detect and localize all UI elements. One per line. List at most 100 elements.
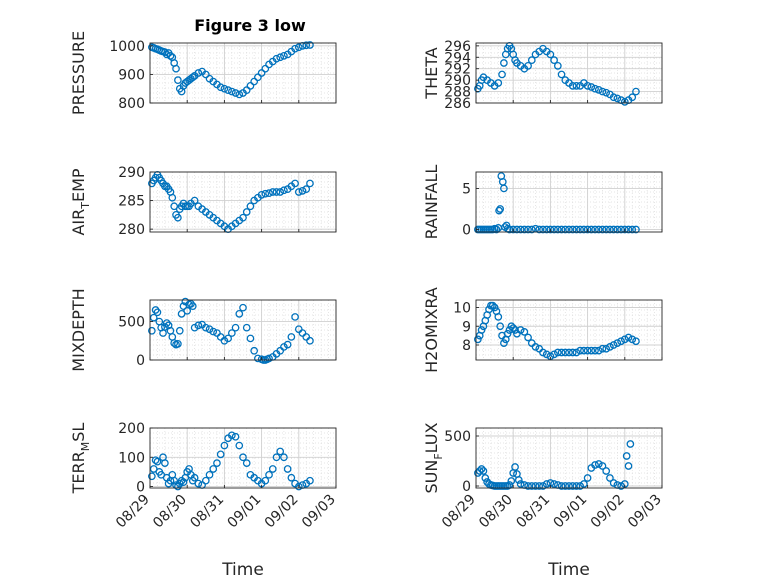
- y-label-main: SUN: [422, 460, 441, 494]
- figure-title: Figure 3 low: [194, 16, 306, 35]
- data-point: [546, 225, 555, 234]
- data-point: [591, 346, 599, 355]
- y-tick-label: 285: [118, 194, 145, 210]
- data-point: [283, 340, 292, 349]
- data-point: [188, 73, 197, 82]
- data-point: [294, 188, 303, 196]
- subplot-pressure: 800 900 1000 PRESSURE: [69, 31, 337, 115]
- data-point: [166, 52, 175, 60]
- data-point: [161, 48, 169, 56]
- data-point: [291, 179, 299, 188]
- data-point: [298, 187, 307, 195]
- y-tick-label: 0: [462, 479, 471, 495]
- x-tick-label: 08/30: [150, 492, 190, 532]
- x-tick-label: 09/01: [225, 492, 265, 532]
- data-point: [524, 62, 532, 70]
- data-point: [201, 476, 210, 485]
- subplot-mixdepth: 0 500 MIXDEPTH: [69, 288, 337, 372]
- data-point: [495, 206, 503, 215]
- data-point: [194, 321, 203, 330]
- data-point: [628, 335, 637, 344]
- data-point: [224, 334, 232, 343]
- data-point: [174, 213, 182, 222]
- x-tick-label: 08/29: [113, 492, 153, 532]
- axes-box: [149, 427, 337, 489]
- x-tick-label: 09/01: [551, 492, 591, 532]
- data-point: [583, 474, 592, 482]
- data-point: [188, 302, 197, 311]
- data-point: [557, 348, 566, 357]
- y-axis-label: PRESSURE: [69, 31, 88, 115]
- data-point: [542, 480, 551, 488]
- data-point: [557, 482, 566, 490]
- data-point: [594, 86, 603, 94]
- y-label-rest: LUX: [422, 422, 441, 453]
- data-point: [542, 225, 551, 234]
- y-tick-label: 0: [462, 223, 471, 239]
- data-point: [302, 41, 311, 50]
- data-point: [516, 225, 525, 234]
- data-point: [227, 87, 236, 96]
- y-tick-label: 500: [444, 429, 471, 445]
- data-point: [250, 346, 259, 355]
- data-point: [216, 83, 225, 92]
- data-point: [280, 52, 288, 60]
- data-point: [235, 309, 244, 318]
- data-point: [565, 225, 573, 234]
- data-point: [587, 83, 596, 91]
- data-point: [561, 225, 570, 234]
- data-point: [490, 303, 499, 312]
- data-point: [503, 329, 512, 338]
- data-point: [231, 323, 240, 332]
- y-tick-label: 288: [444, 85, 471, 101]
- data-point: [265, 189, 273, 197]
- data-point: [594, 346, 603, 355]
- data-point: [580, 480, 588, 488]
- data-point: [194, 479, 203, 488]
- data-point: [235, 90, 244, 99]
- axes-box: [149, 171, 337, 233]
- data-point: [283, 465, 292, 473]
- data-point: [507, 477, 516, 485]
- data-point: [287, 333, 296, 341]
- data-point: [306, 179, 314, 188]
- data-point: [613, 225, 622, 234]
- data-point: [628, 93, 637, 102]
- data-point: [624, 462, 633, 470]
- data-point: [231, 432, 240, 441]
- data-point: [557, 225, 566, 234]
- axes-box: [475, 171, 663, 233]
- data-point: [602, 88, 611, 97]
- data-point: [535, 225, 544, 234]
- data-point: [294, 482, 303, 491]
- data-point: [572, 348, 581, 357]
- data-point: [609, 225, 618, 234]
- data-series: [474, 440, 635, 490]
- data-point: [148, 326, 156, 335]
- y-tick-label: 292: [444, 62, 471, 78]
- y-tick-label: 8: [462, 338, 471, 354]
- y-label-rest: SL: [69, 423, 88, 442]
- data-point: [235, 441, 244, 450]
- data-point: [513, 225, 521, 234]
- data-point: [505, 225, 514, 234]
- data-point: [527, 482, 536, 490]
- x-tick-label: 08/31: [187, 492, 227, 532]
- data-point: [594, 460, 603, 468]
- y-tick-label: 296: [444, 39, 471, 55]
- data-point: [617, 337, 625, 346]
- data-point: [527, 225, 536, 234]
- y-tick-label: 290: [444, 73, 471, 89]
- data-point: [224, 86, 232, 94]
- data-point: [257, 191, 266, 199]
- data-point: [572, 82, 581, 90]
- y-tick-label: 800: [118, 96, 145, 112]
- data-point: [242, 459, 251, 467]
- data-point: [516, 480, 525, 488]
- data-point: [291, 313, 299, 321]
- data-point: [209, 327, 218, 336]
- y-axis-label: MIXDEPTH: [69, 288, 88, 371]
- data-point: [632, 87, 640, 96]
- data-point: [294, 43, 303, 52]
- data-point: [613, 94, 622, 103]
